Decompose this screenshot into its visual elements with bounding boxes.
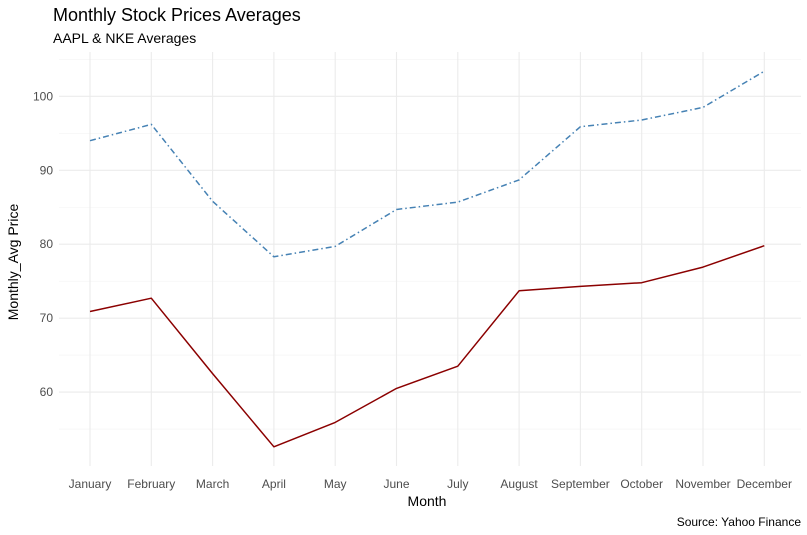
- y-tick-label: 90: [40, 163, 54, 177]
- y-tick-label: 100: [33, 89, 53, 103]
- x-tick-label: January: [69, 477, 112, 491]
- x-tick-label: August: [500, 477, 538, 491]
- chart-caption: Source: Yahoo Finance: [677, 515, 802, 529]
- x-tick-label: April: [262, 477, 286, 491]
- y-tick-label: 60: [40, 385, 54, 399]
- series-line-2: [89, 244, 765, 448]
- y-tick-label: 70: [40, 311, 54, 325]
- x-tick-label: February: [127, 477, 175, 491]
- x-tick-label: July: [447, 477, 468, 491]
- x-tick-label: November: [675, 477, 730, 491]
- x-axis-ticks: January February March April May June July Augu…: [69, 477, 792, 491]
- x-tick-label: October: [620, 477, 663, 491]
- x-axis-title: Month: [408, 493, 447, 509]
- x-tick-label: June: [383, 477, 409, 491]
- series-lines: [89, 70, 765, 448]
- x-tick-label: May: [324, 477, 347, 491]
- y-tick-label: 80: [40, 237, 54, 251]
- y-axis-ticks: 60 70 80 90 100: [33, 89, 53, 399]
- chart-subtitle: AAPL & NKE Averages: [53, 30, 196, 46]
- x-tick-label: September: [551, 477, 610, 491]
- y-axis-title: Monthly_Avg Price: [5, 204, 21, 321]
- x-tick-label: March: [196, 477, 229, 491]
- series-line-1: [89, 70, 765, 258]
- grid: [59, 52, 801, 466]
- chart-title: Monthly Stock Prices Averages: [53, 5, 301, 25]
- x-tick-label: December: [737, 477, 792, 491]
